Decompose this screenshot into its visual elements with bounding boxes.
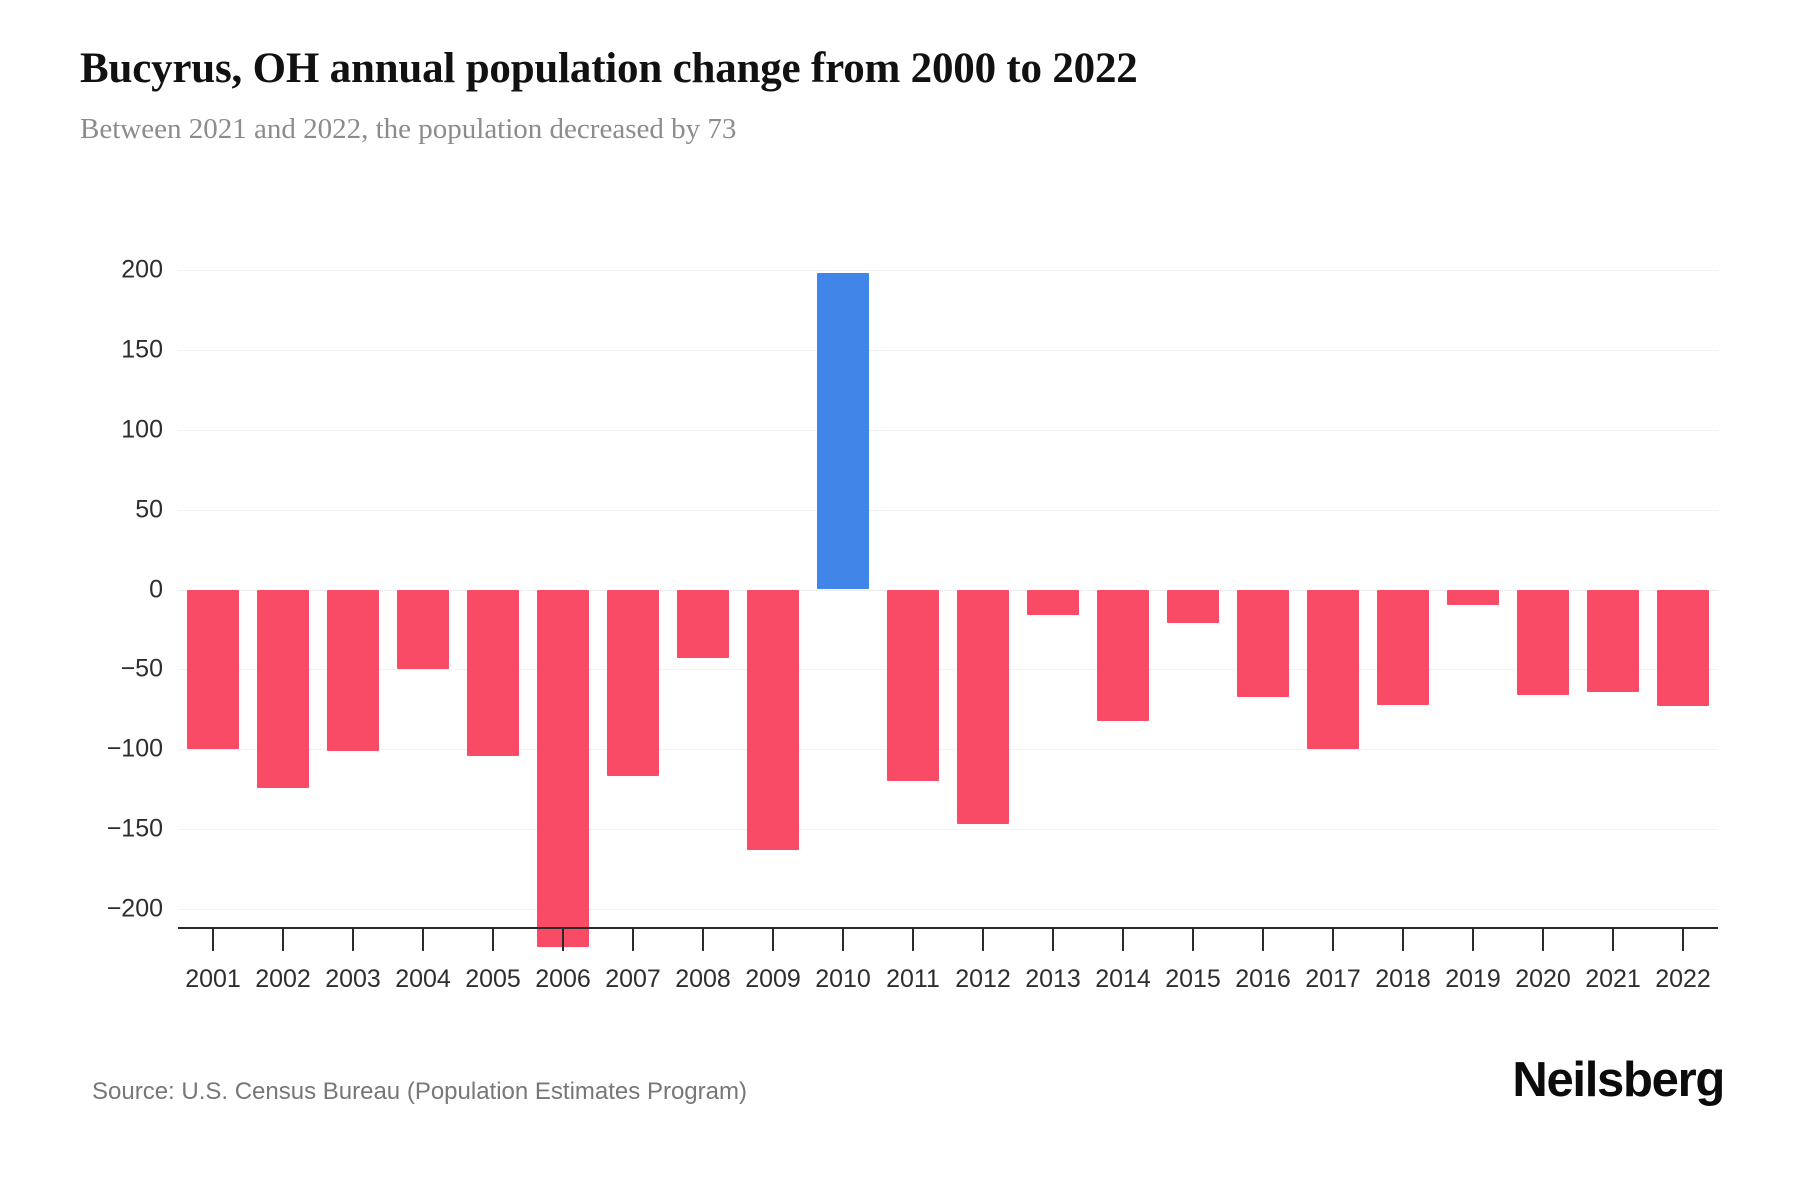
page-title: Bucyrus, OH annual population change fro… xyxy=(80,45,1138,92)
bar-2002[interactable] xyxy=(257,589,309,788)
x-axis-tick-label: 2004 xyxy=(395,965,451,993)
x-axis-tick xyxy=(1052,927,1054,951)
x-axis-tick-label: 2002 xyxy=(255,965,311,993)
x-axis-tick-label: 2020 xyxy=(1515,965,1571,993)
y-axis-tick-label: 150 xyxy=(121,335,163,364)
y-axis-labels: 200 150 100 50 0 −50 −100 −150 −200 xyxy=(78,255,164,922)
gridline xyxy=(178,349,1718,351)
y-axis-tick-label: −200 xyxy=(106,894,163,923)
x-axis-tick xyxy=(632,927,634,951)
x-axis-tick-label: 2012 xyxy=(955,965,1011,993)
x-axis-tick-label: 2019 xyxy=(1445,965,1501,993)
x-axis-tick xyxy=(422,927,424,951)
chart-header: Bucyrus, OH annual population change fro… xyxy=(80,45,1720,146)
x-axis-tick xyxy=(702,927,704,951)
gridline xyxy=(178,669,1718,671)
x-axis-tick xyxy=(352,927,354,951)
x-axis-tick xyxy=(212,927,214,951)
y-axis-tick-label: −150 xyxy=(106,814,163,843)
x-axis-tick xyxy=(1472,927,1474,951)
x-axis-tick-label: 2022 xyxy=(1655,965,1711,993)
bar-2009[interactable] xyxy=(747,589,799,850)
bar-2013[interactable] xyxy=(1027,589,1079,616)
bar-2016[interactable] xyxy=(1237,589,1289,697)
bar-series xyxy=(178,262,1718,948)
gridline xyxy=(178,269,1718,271)
x-axis-tick xyxy=(1682,927,1684,951)
y-axis-tick-label: 200 xyxy=(121,255,163,284)
bar-2004[interactable] xyxy=(397,589,449,670)
x-axis-tick xyxy=(1192,927,1194,951)
x-axis-tick xyxy=(1262,927,1264,951)
x-axis-tick xyxy=(282,927,284,951)
chart-subtitle: Between 2021 and 2022, the population de… xyxy=(80,113,737,146)
x-axis-tick xyxy=(562,927,564,951)
x-axis-tick xyxy=(1402,927,1404,951)
bar-2010[interactable] xyxy=(817,273,869,590)
source-note: Source: U.S. Census Bureau (Population E… xyxy=(92,1078,747,1105)
x-axis-tick-label: 2014 xyxy=(1095,965,1151,993)
x-axis-tick-label: 2007 xyxy=(605,965,661,993)
x-axis-tick xyxy=(492,927,494,951)
bar-2017[interactable] xyxy=(1307,589,1359,750)
x-axis-tick-label: 2008 xyxy=(675,965,731,993)
x-axis-tick xyxy=(772,927,774,951)
bar-2006[interactable] xyxy=(537,589,589,948)
x-axis-tick-label: 2018 xyxy=(1375,965,1431,993)
x-axis-tick-label: 2015 xyxy=(1165,965,1221,993)
x-axis-tick-label: 2003 xyxy=(325,965,381,993)
x-axis-tick xyxy=(912,927,914,951)
gridline xyxy=(178,829,1718,831)
bar-2005[interactable] xyxy=(467,589,519,756)
x-axis-tick xyxy=(1612,927,1614,951)
bar-2014[interactable] xyxy=(1097,589,1149,721)
bar-2022[interactable] xyxy=(1657,589,1709,707)
y-axis-tick-label: 100 xyxy=(121,415,163,444)
x-axis-tick xyxy=(1122,927,1124,951)
gridline xyxy=(178,909,1718,910)
bar-2011[interactable] xyxy=(887,589,939,782)
x-axis-tick-label: 2009 xyxy=(745,965,801,993)
x-axis-tick xyxy=(1332,927,1334,951)
bar-2021[interactable] xyxy=(1587,589,1639,692)
y-axis-tick-label: 0 xyxy=(149,575,163,603)
x-axis-tick-label: 2006 xyxy=(535,965,591,993)
y-axis-tick-label: 50 xyxy=(135,495,163,524)
zero-line xyxy=(178,589,1718,591)
bar-2008[interactable] xyxy=(677,589,729,659)
plot-area xyxy=(178,262,1718,948)
x-axis-tick-label: 2001 xyxy=(185,965,241,993)
y-axis-tick-label: −100 xyxy=(106,734,163,763)
bar-2018[interactable] xyxy=(1377,589,1429,705)
bar-2003[interactable] xyxy=(327,589,379,751)
x-axis-tick-label: 2011 xyxy=(886,965,940,993)
bar-2020[interactable] xyxy=(1517,589,1569,695)
x-axis-tick-label: 2013 xyxy=(1025,965,1081,993)
bar-2001[interactable] xyxy=(187,589,239,750)
x-axis-tick-label: 2010 xyxy=(815,965,871,993)
brand-logo: Neilsberg xyxy=(1512,1053,1725,1107)
x-axis-tick-label: 2016 xyxy=(1235,965,1291,993)
x-axis-tick-label: 2017 xyxy=(1305,965,1361,993)
y-axis-tick-label: −50 xyxy=(120,654,163,683)
gridline xyxy=(178,509,1718,511)
gridline xyxy=(178,749,1718,751)
x-axis-tick-label: 2005 xyxy=(465,965,521,993)
bar-2019[interactable] xyxy=(1447,589,1499,606)
x-axis-tick xyxy=(1542,927,1544,951)
bar-2015[interactable] xyxy=(1167,589,1219,624)
gridline xyxy=(178,429,1718,431)
x-axis-tick xyxy=(982,927,984,951)
x-axis-tick-label: 2021 xyxy=(1585,965,1641,993)
x-axis-tick xyxy=(842,927,844,951)
x-axis-line xyxy=(178,927,1718,929)
bar-2012[interactable] xyxy=(957,589,1009,825)
bar-2007[interactable] xyxy=(607,589,659,777)
